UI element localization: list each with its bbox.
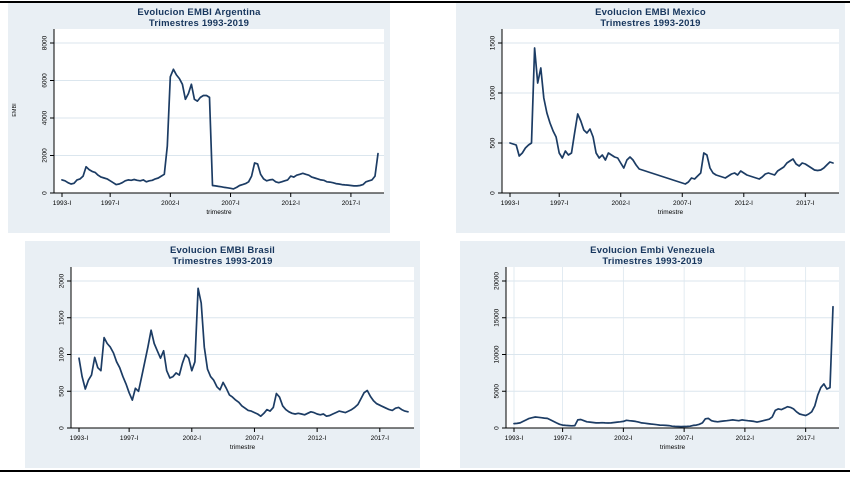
chart-brasil: Evolucion EMBI Brasil Trimestres 1993-20… [25, 241, 420, 468]
x-tick-label: 2007-I [221, 200, 240, 207]
chart-argentina: Evolucion EMBI Argentina Trimestres 1993… [8, 3, 390, 233]
chart-title-argentina: Evolucion EMBI Argentina Trimestres 1993… [8, 7, 390, 29]
brasil-series-line [78, 287, 409, 418]
y-tick-label: 0 [490, 191, 497, 195]
title-line1: Evolucion EMBI Argentina [137, 7, 261, 18]
x-tick-label: 1997-I [550, 200, 569, 207]
bottom-border-rule [0, 470, 850, 472]
chart-title-brasil: Evolucion EMBI Brasil Trimestres 1993-20… [25, 245, 420, 267]
y-tick-label: 2000 [42, 148, 49, 163]
brasil-plot-svg: 0 500 1000 1500 2000 1993-I 1997-I 2002-I 2007-I… [59, 267, 414, 451]
chart-title-mexico: Evolucion EMBI Mexico Trimestres 1993-20… [456, 7, 845, 29]
y-tick-label: 6000 [42, 73, 49, 88]
venezuela-series-line [513, 305, 834, 428]
title-line2: Trimestres 1993-2019 [600, 18, 701, 29]
venezuela-plot-svg: 0 5000 10000 15000 20000 1993-I 1997-I 2002-I 20… [494, 267, 839, 451]
x-tick-label: 2012-I [308, 435, 327, 442]
argentina-series-line [61, 68, 379, 190]
x-tick-label: 2002-I [161, 200, 180, 207]
x-tick-label: 1993-I [70, 435, 89, 442]
title-line2: Trimestres 1993-2019 [172, 256, 273, 267]
x-tick-label: 2012-I [735, 200, 754, 207]
title-line1: Evolucion EMBI Brasil [169, 245, 276, 256]
x-tick-label: 2007-I [675, 435, 694, 442]
y-tick-label: 10000 [494, 345, 501, 363]
plot-region [71, 267, 414, 428]
x-tick-label: 2017-I [796, 435, 815, 442]
y-tick-label: 500 [490, 137, 497, 148]
x-tick-label: 2017-I [796, 200, 815, 207]
y-tick-label: 1000 [59, 347, 66, 362]
title-line2: Trimestres 1993-2019 [148, 18, 250, 29]
y-tick-label: 0 [42, 191, 49, 195]
x-tick-label: 1997-I [553, 435, 572, 442]
title-line1: Evolucion EMBI Mexico [595, 7, 706, 18]
x-tick-label: 1993-I [505, 435, 524, 442]
plot-region [506, 267, 839, 428]
title-line2: Trimestres 1993-2019 [602, 256, 703, 267]
chart-title-venezuela: Evolucion Embi Venezuela Trimestres 1993… [460, 245, 845, 267]
x-tick-label: 2012-I [282, 200, 301, 207]
y-tick-label: 1500 [490, 35, 497, 50]
argentina-plot-svg: 0 2000 4000 6000 8000 1993-I 1997-I 2002-I 2007-… [42, 29, 384, 216]
y-tick-label: 5000 [494, 384, 501, 399]
x-tick-label: 1997-I [101, 200, 120, 207]
y-tick-label: 20000 [494, 272, 501, 290]
x-tick-label: 2007-I [673, 200, 692, 207]
x-tick-label: 2002-I [183, 435, 202, 442]
x-tick-label: 2002-I [612, 200, 631, 207]
y-tick-label: 4000 [42, 110, 49, 125]
x-tick-label: 2017-I [371, 435, 390, 442]
y-tick-label: 2000 [59, 273, 66, 288]
y-tick-label: 8000 [42, 35, 49, 50]
plot-region [54, 29, 384, 193]
chart-mexico: Evolucion EMBI Mexico Trimestres 1993-20… [456, 3, 845, 233]
x-tick-label: 1993-I [53, 200, 72, 207]
mexico-plot-svg: 0 500 1000 1500 1993-I 1997-I 2002-I 2007-I 2012… [490, 29, 839, 216]
x-tick-label: 1993-I [501, 200, 520, 207]
x-tick-label: 2002-I [614, 435, 633, 442]
y-tick-label: 500 [59, 385, 66, 396]
mexico-series-line [509, 47, 834, 185]
x-tick-label: 2017-I [342, 200, 361, 207]
x-axis-title: trimestre [658, 209, 684, 216]
x-axis-title: trimestre [660, 444, 686, 451]
plot-region [502, 29, 839, 193]
y-tick-label: 0 [494, 426, 501, 430]
x-axis-title: trimestre [206, 209, 232, 216]
y-tick-label: 0 [59, 426, 66, 430]
x-tick-label: 2007-I [245, 435, 264, 442]
x-axis-title: trimestre [230, 444, 256, 451]
top-border-rule [0, 1, 850, 3]
x-tick-label: 2012-I [736, 435, 755, 442]
x-tick-label: 1997-I [120, 435, 139, 442]
title-line1: Evolucion Embi Venezuela [590, 245, 715, 256]
y-tick-label: 1000 [490, 85, 497, 100]
chart-venezuela: Evolucion Embi Venezuela Trimestres 1993… [460, 241, 845, 468]
y-tick-label: 1500 [59, 310, 66, 325]
y-tick-label: 15000 [494, 308, 501, 326]
